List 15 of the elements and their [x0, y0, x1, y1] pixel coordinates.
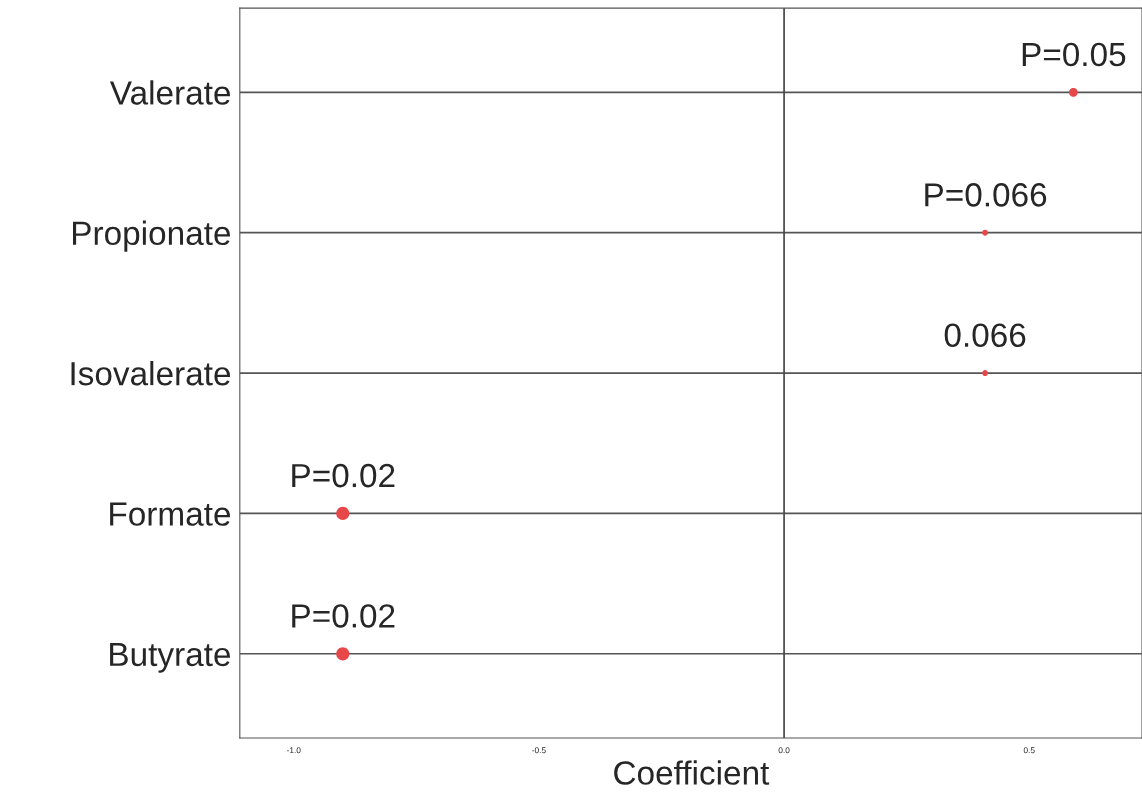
x-tick-label: 0.5 [1023, 747, 1035, 754]
annotation: P=0.02 [292, 463, 395, 488]
annotation: P=0.05 [1022, 42, 1126, 67]
x-tick-label: 0.0 [778, 747, 790, 754]
x-axis-title: Coefficient [614, 760, 770, 785]
x-tick-label: -1.0 [286, 747, 301, 754]
y-tick-label: Valerate [109, 80, 231, 105]
y-tick-label: Propionate [73, 220, 231, 252]
annotation: P=0.02 [292, 604, 395, 628]
y-tick-label: Isovalerate [71, 360, 231, 386]
x-tick-label: -0.5 [532, 747, 546, 754]
y-tick-label: Formate [110, 502, 231, 526]
annotation: 0.066 [944, 323, 1026, 348]
y-tick-label: Butyrate [110, 642, 231, 673]
annotation: P=0.066 [925, 183, 1047, 207]
